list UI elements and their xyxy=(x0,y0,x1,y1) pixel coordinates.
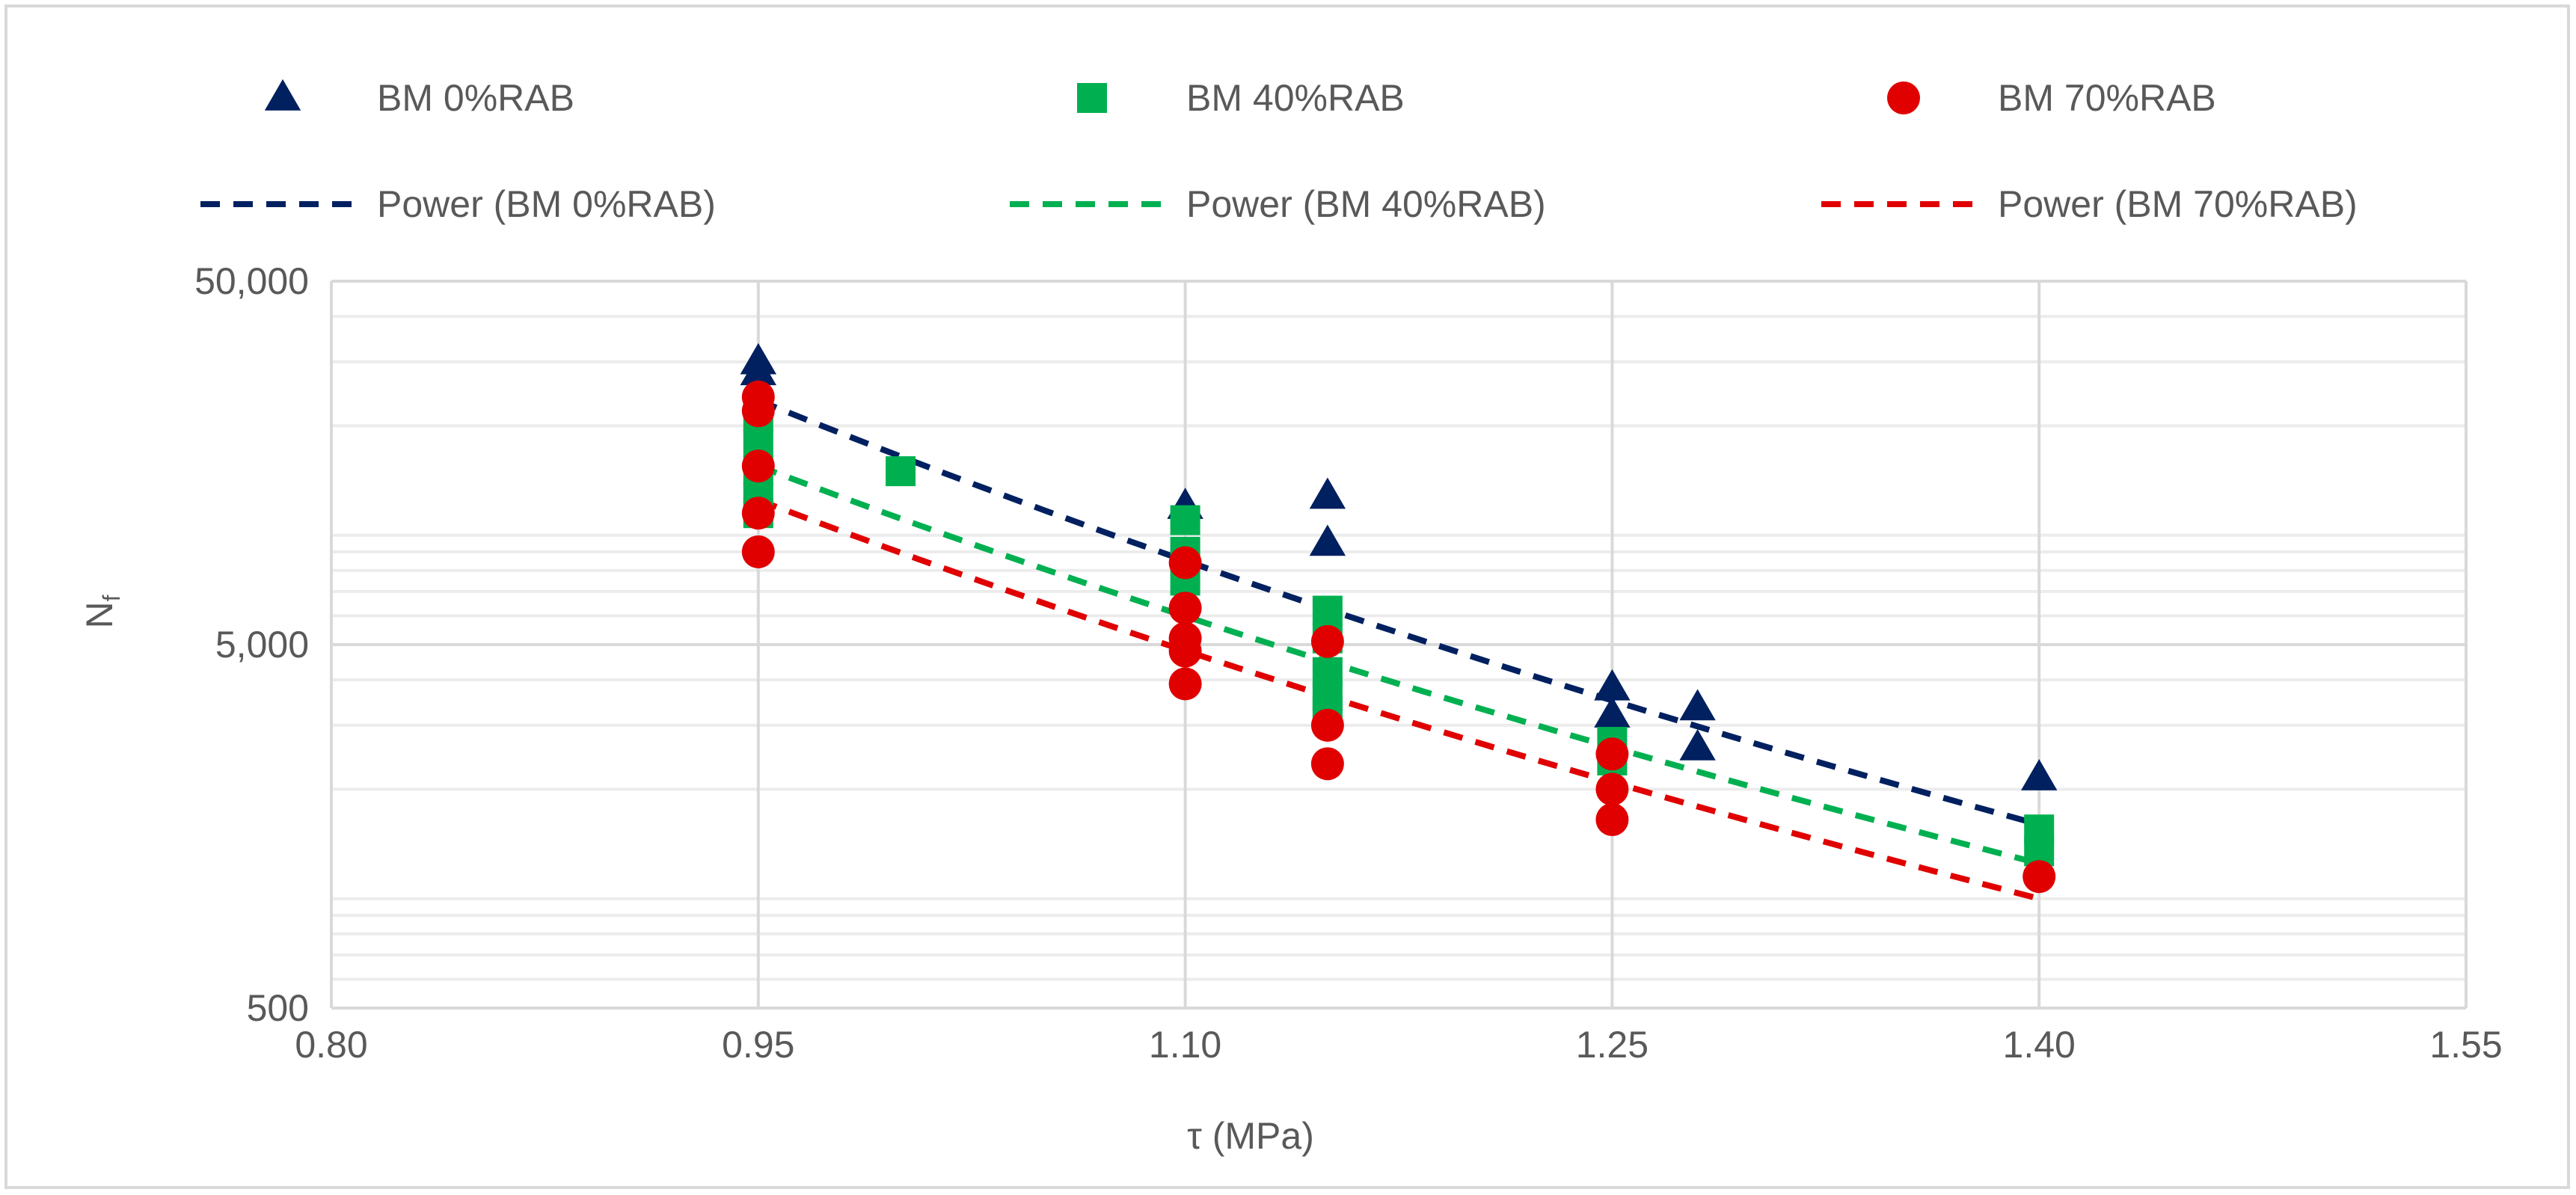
data-point xyxy=(1309,477,1346,509)
trendline xyxy=(757,497,2040,902)
y-axis-title: Nf xyxy=(79,595,125,628)
data-point xyxy=(1310,624,1344,658)
data-point xyxy=(1312,595,1343,626)
x-axis-title: τ (MPa) xyxy=(1187,1115,1314,1157)
y-tick-labels: 500 5,000 50,000 xyxy=(194,260,309,1029)
x-tick-label: 1.25 xyxy=(1576,1024,1649,1066)
legend-entry: Power (BM 40%RAB) xyxy=(1010,183,1546,225)
y-tick-label: 5,000 xyxy=(215,624,309,666)
y-tick-label: 500 xyxy=(247,987,309,1029)
data-point xyxy=(1309,524,1346,556)
x-tick-label: 0.95 xyxy=(722,1024,794,1066)
data-point xyxy=(1595,772,1629,806)
x-tick-label: 1.55 xyxy=(2429,1024,2502,1066)
legend-label: Power (BM 70%RAB) xyxy=(1998,183,2358,225)
data-point xyxy=(1168,634,1202,668)
legend-entry: BM 0%RAB xyxy=(264,77,574,119)
data-point xyxy=(741,394,775,428)
legend-marker xyxy=(264,79,301,111)
data-point xyxy=(1594,696,1631,728)
legend-label: BM 40%RAB xyxy=(1186,77,1405,119)
y-axis-title-main: N xyxy=(79,601,120,628)
legend-marker xyxy=(1887,82,1920,114)
grid xyxy=(330,280,2468,1010)
data-point xyxy=(741,497,775,530)
data-point xyxy=(1168,592,1202,625)
trendline xyxy=(757,397,2040,828)
trendlines xyxy=(757,397,2040,902)
legend-marker xyxy=(1077,83,1107,113)
data-point xyxy=(741,449,775,483)
legend-entry: BM 70%RAB xyxy=(1887,77,2216,119)
data-point xyxy=(886,456,916,487)
y-axis-title-sub: f xyxy=(98,595,125,601)
data-point xyxy=(1595,737,1629,771)
legend-entry: Power (BM 0%RAB) xyxy=(200,183,716,225)
x-tick-label: 1.10 xyxy=(1149,1024,1221,1066)
legend-label: BM 0%RAB xyxy=(377,77,574,119)
data-point xyxy=(1168,546,1202,580)
data-point xyxy=(741,535,775,568)
legend-label: Power (BM 0%RAB) xyxy=(377,183,716,225)
legend-label: BM 70%RAB xyxy=(1998,77,2216,119)
y-tick-label: 50,000 xyxy=(194,260,309,302)
data-point xyxy=(1168,667,1202,701)
x-tick-labels: 0.80 0.95 1.10 1.25 1.40 1.55 xyxy=(295,1024,2502,1066)
data-point xyxy=(1310,708,1344,742)
legend-label: Power (BM 40%RAB) xyxy=(1186,183,1546,225)
data-point xyxy=(1170,505,1200,535)
data-point xyxy=(1595,803,1629,837)
legend-entry: BM 40%RAB xyxy=(1077,77,1405,119)
x-tick-label: 1.40 xyxy=(2003,1024,2076,1066)
legend-entry: Power (BM 70%RAB) xyxy=(1821,183,2358,225)
data-point xyxy=(1679,728,1716,761)
data-point xyxy=(1310,747,1344,781)
x-tick-label: 0.80 xyxy=(295,1024,367,1066)
trendline xyxy=(757,463,2040,867)
data-point xyxy=(740,354,776,386)
data-points xyxy=(740,342,2058,894)
data-point xyxy=(2021,759,2058,790)
legend: BM 0%RAB BM 40%RAB BM 70%RAB Power (BM 0%RA… xyxy=(200,77,2358,225)
data-point xyxy=(2023,860,2056,894)
data-point xyxy=(1594,669,1631,701)
data-point xyxy=(1679,689,1716,721)
axes xyxy=(330,281,2466,1010)
